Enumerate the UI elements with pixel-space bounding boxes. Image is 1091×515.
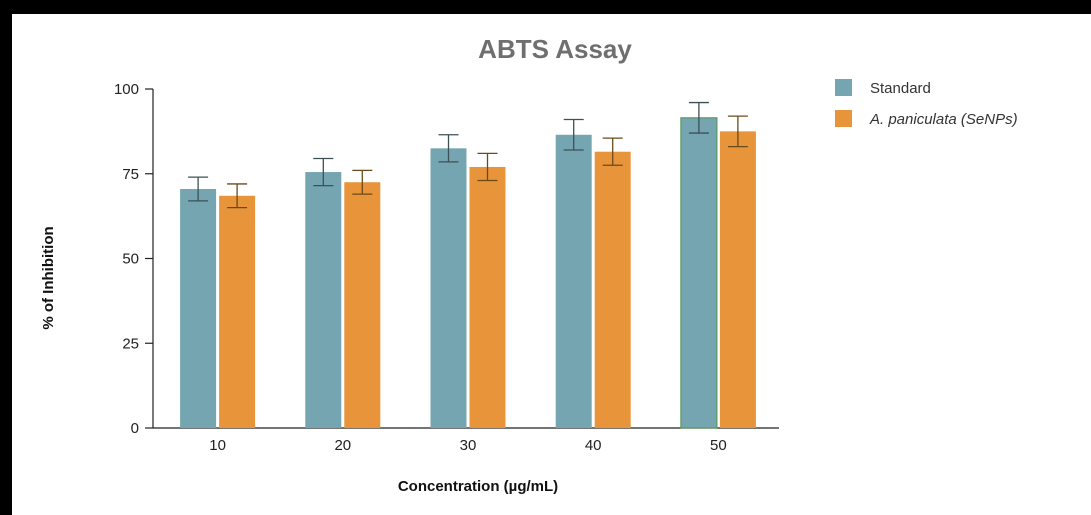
bar-senps-30: [469, 166, 506, 428]
bar-standard-50: [680, 117, 718, 429]
legend-swatch-senps: [835, 110, 852, 127]
x-axis-label: Concentration (µg/mL): [398, 478, 558, 495]
bar-senps-40: [594, 151, 631, 428]
legend-label-senps: A. paniculata (SeNPs): [869, 111, 1018, 128]
y-ticks-group: 0 25 50 75 100: [114, 81, 153, 437]
bars-group: [180, 117, 756, 429]
bar-senps-10: [219, 195, 256, 428]
x-tick-label: 30: [460, 437, 477, 454]
chart-title: ABTS Assay: [478, 34, 632, 64]
legend-swatch-standard: [835, 79, 852, 96]
bar-senps-20: [344, 182, 381, 428]
y-axis-label: % of Inhibition: [40, 226, 57, 329]
y-tick-label: 100: [114, 81, 139, 98]
bar-senps-50: [719, 131, 756, 428]
y-tick-label: 0: [131, 420, 139, 437]
legend: Standard A. paniculata (SeNPs): [835, 79, 1018, 128]
bar-chart: ABTS Assay 10 20 30 40 50 0 25 50 75 100 Concent…: [40, 34, 1018, 495]
chart-frame: ABTS Assay 10 20 30 40 50 0 25 50 75 100 Concent…: [12, 14, 1091, 515]
bar-standard-10: [180, 189, 217, 428]
bar-standard-40: [555, 134, 592, 428]
y-tick-label: 50: [122, 251, 139, 268]
legend-label-standard: Standard: [870, 80, 931, 97]
x-tick-label: 10: [209, 437, 226, 454]
y-tick-label: 75: [122, 166, 139, 183]
bar-standard-30: [430, 148, 467, 428]
x-ticks-group: 10 20 30 40 50: [209, 437, 726, 454]
y-tick-label: 25: [122, 335, 139, 352]
error-bars-group: [188, 101, 748, 209]
x-tick-label: 50: [710, 437, 727, 454]
x-tick-label: 20: [334, 437, 351, 454]
x-tick-label: 40: [585, 437, 602, 454]
bar-standard-20: [305, 172, 342, 428]
